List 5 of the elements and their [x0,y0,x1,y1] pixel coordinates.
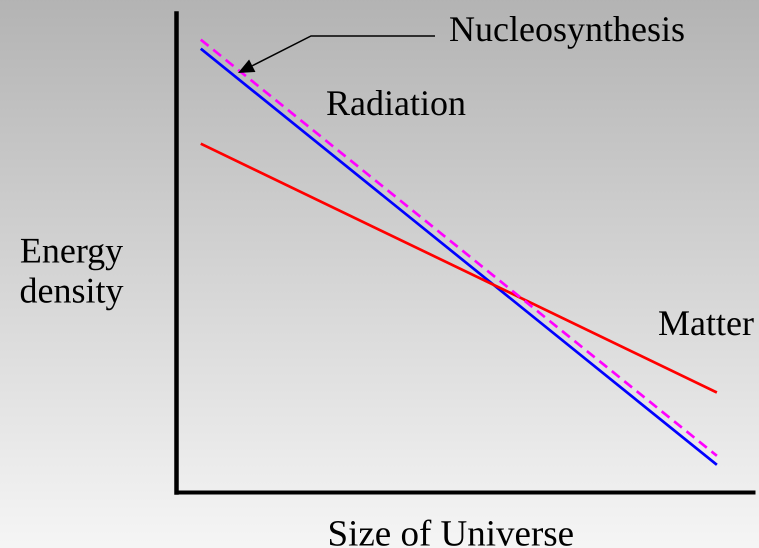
series-label: Matter [658,303,754,343]
x-axis-title: Size of Universe [328,514,574,548]
y-axis-title: Energy density [20,230,124,310]
series-label: Radiation [326,83,466,123]
annotation: Nucleosynthesis [449,9,685,49]
